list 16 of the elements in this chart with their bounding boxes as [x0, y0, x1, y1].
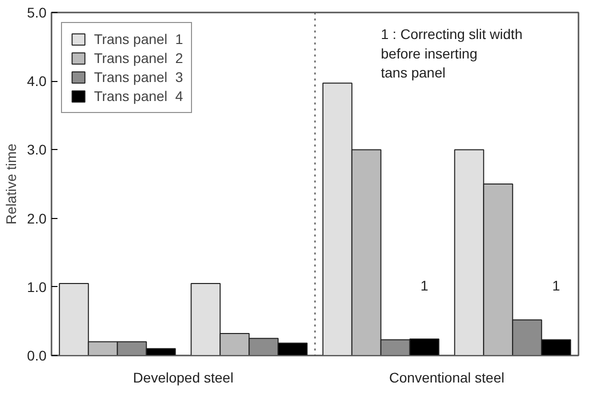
legend-label: Trans panel 1	[94, 31, 183, 47]
text: Developed steel	[133, 370, 234, 386]
y-tick-label: 0.0	[27, 348, 47, 364]
legend-label: Trans panel 2	[94, 50, 183, 66]
y-tick-label: 3.0	[27, 142, 47, 158]
legend-label: Trans panel 4	[94, 88, 183, 104]
y-axis-title: Relative time	[3, 143, 20, 224]
y-tick-label: 4.0	[27, 73, 47, 90]
y-tick-label: 1.0	[27, 278, 47, 295]
legend-label: Trans panel 3	[94, 69, 183, 85]
annotation: 1	[420, 277, 428, 294]
y-tick-label: 5.0	[27, 4, 47, 20]
annotation: 1 : Correcting slit width before inserting tans panel	[380, 26, 522, 81]
text: Conventional steel	[389, 370, 504, 386]
annotation: 1	[552, 277, 560, 294]
y-tick-label: 2.0	[27, 210, 47, 226]
